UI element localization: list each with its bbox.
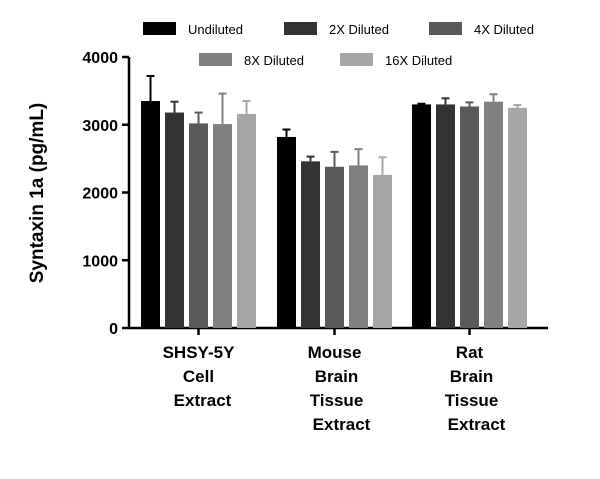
y-tick-label: 2000 <box>82 186 118 203</box>
category-label: Tissue <box>310 391 364 410</box>
category-label: Extract <box>174 391 232 410</box>
category-label: Extract <box>313 415 371 434</box>
bar <box>237 113 256 328</box>
legend-label: 8X Diluted <box>244 53 304 68</box>
legend-swatch <box>143 22 176 35</box>
category-label: Brain <box>315 367 358 386</box>
category-label: Mouse <box>308 343 362 362</box>
bar <box>508 107 527 328</box>
legend-label: 2X Diluted <box>329 22 389 37</box>
legend-label: 4X Diluted <box>474 22 534 37</box>
y-axis-label: Syntaxin 1a (pg/mL) <box>27 103 48 284</box>
category-label: Extract <box>448 415 506 434</box>
legend-swatch <box>429 22 462 35</box>
y-tick-label: 0 <box>109 321 118 338</box>
legend: Undiluted 2X Diluted 4X Diluted 8X Diluted 1… <box>143 22 534 68</box>
y-tick-label: 1000 <box>82 253 118 270</box>
bar <box>412 104 431 328</box>
category-label: SHSY-5Y <box>163 343 235 362</box>
legend-swatch <box>199 53 232 66</box>
bar <box>436 104 455 328</box>
category-labels: SHSY-5Y Cell Extract Mouse Brain Tissue Extrac… <box>163 343 506 434</box>
x-axis <box>128 326 548 335</box>
y-tick-label: 3000 <box>82 118 118 135</box>
category-label: Brain <box>450 367 493 386</box>
y-tick-label: 4000 <box>82 50 118 67</box>
bar <box>301 161 320 328</box>
bar <box>349 165 368 328</box>
legend-swatch <box>284 22 317 35</box>
legend-swatch <box>340 53 373 66</box>
category-label: Cell <box>183 367 214 386</box>
category-label: Rat <box>456 343 484 362</box>
legend-label: 16X Diluted <box>385 53 452 68</box>
category-label: Tissue <box>445 391 499 410</box>
bar <box>277 136 296 328</box>
bars <box>141 74 527 329</box>
bar <box>141 101 160 328</box>
bar <box>189 123 208 329</box>
y-axis: 0 1000 2000 3000 4000 <box>82 50 131 338</box>
bar <box>484 101 503 328</box>
bar <box>213 124 232 328</box>
bar <box>460 106 479 329</box>
bar <box>373 174 392 328</box>
bar <box>325 166 344 328</box>
bar <box>165 112 184 329</box>
legend-label: Undiluted <box>188 22 243 37</box>
